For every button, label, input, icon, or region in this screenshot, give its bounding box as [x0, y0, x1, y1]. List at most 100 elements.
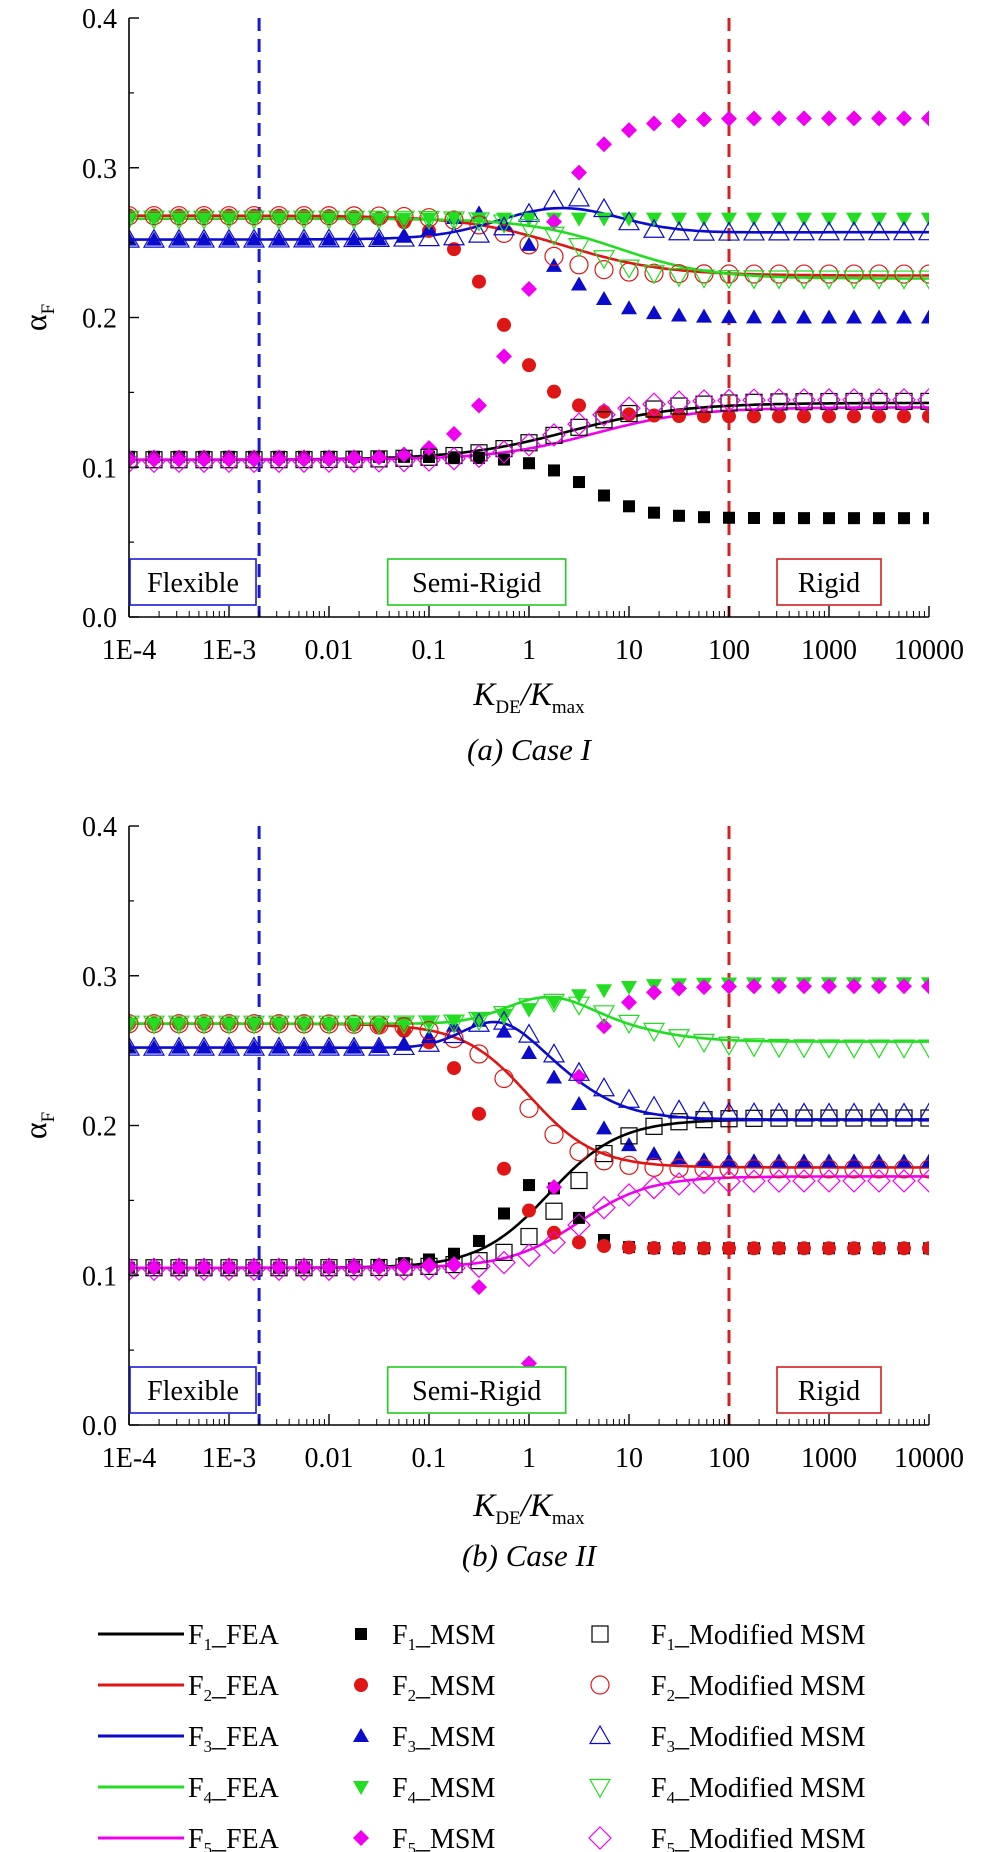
data-point	[421, 212, 437, 227]
data-point	[467, 1011, 491, 1032]
data-point	[129, 451, 138, 469]
data-point	[520, 434, 538, 452]
data-point	[869, 264, 889, 284]
x-tick-label: 0.01	[305, 1443, 354, 1474]
data-point	[548, 464, 560, 477]
data-point	[194, 206, 214, 226]
data-point	[571, 1068, 587, 1085]
data-point	[792, 1039, 816, 1059]
data-point	[242, 1257, 266, 1282]
data-point	[421, 440, 437, 457]
data-point	[546, 213, 562, 230]
data-point	[417, 1015, 441, 1035]
data-point	[594, 1151, 614, 1171]
data-point	[845, 392, 863, 411]
data-point	[169, 206, 189, 226]
data-point	[145, 451, 163, 469]
data-point	[245, 1259, 263, 1277]
data-point	[717, 1169, 741, 1194]
data-point	[544, 246, 564, 266]
data-point	[698, 511, 710, 524]
data-point	[371, 1259, 387, 1276]
data-point	[492, 1005, 516, 1026]
data-point	[767, 1038, 791, 1059]
data-point	[246, 1039, 262, 1054]
data-point	[142, 1015, 166, 1035]
data-point	[346, 231, 362, 246]
data-point	[396, 228, 412, 243]
data-point	[822, 1241, 836, 1256]
data-point	[129, 451, 137, 468]
data-point	[596, 1018, 612, 1035]
data-point	[794, 1159, 814, 1179]
data-point	[296, 1259, 312, 1276]
data-point	[920, 392, 929, 410]
series-F5_Modified-MSM	[129, 1169, 929, 1282]
data-point	[842, 1039, 866, 1059]
data-point	[167, 449, 191, 474]
data-point	[894, 264, 914, 284]
data-point	[217, 228, 241, 248]
legend-entry-label: F3_FEA	[188, 1722, 280, 1756]
data-point	[897, 409, 911, 424]
data-point	[921, 212, 929, 227]
semi-rigid-region-label: Semi-Rigid	[412, 1376, 541, 1407]
data-point	[471, 397, 487, 414]
x-axis-label: KDE/Kmax	[472, 677, 585, 718]
data-point	[492, 1010, 516, 1030]
data-point	[544, 1124, 564, 1145]
data-point	[217, 210, 241, 230]
data-point	[921, 978, 929, 995]
data-point	[492, 216, 516, 236]
data-point	[417, 1032, 441, 1052]
data-point	[771, 110, 787, 127]
data-point	[867, 388, 891, 412]
data-point	[871, 110, 887, 127]
data-point	[346, 1017, 362, 1032]
data-point	[772, 1241, 786, 1256]
y-tick-label: 0.3	[82, 962, 117, 993]
data-point	[867, 1039, 891, 1059]
data-point	[592, 250, 616, 270]
data-point	[892, 388, 916, 412]
data-point	[844, 264, 864, 284]
rigid-region-box	[776, 1366, 882, 1414]
data-point	[917, 388, 929, 412]
data-point	[320, 1259, 338, 1277]
data-point	[542, 423, 566, 447]
data-point	[495, 1243, 513, 1261]
y-axis-label: αF	[17, 304, 59, 331]
data-point	[817, 1169, 841, 1193]
data-point	[196, 212, 212, 227]
data-point	[142, 449, 166, 474]
data-point	[342, 449, 366, 473]
data-point	[692, 389, 716, 413]
data-point	[867, 1102, 891, 1122]
data-point	[220, 1259, 238, 1277]
data-point	[245, 451, 263, 469]
data-point	[771, 309, 787, 324]
data-point	[492, 1250, 516, 1275]
data-point	[645, 1117, 663, 1135]
data-point	[371, 1017, 387, 1032]
data-point	[467, 1012, 491, 1032]
data-point	[821, 212, 837, 227]
data-point	[598, 489, 610, 502]
data-point	[622, 407, 636, 422]
data-point	[919, 1159, 929, 1179]
data-point	[896, 212, 912, 227]
y-tick-label: 0.1	[82, 453, 117, 484]
data-point	[129, 1014, 139, 1034]
data-point	[742, 1169, 766, 1194]
data-point	[669, 1158, 689, 1178]
data-point	[294, 206, 314, 226]
data-point	[346, 1039, 362, 1054]
data-point	[720, 1110, 738, 1128]
data-point	[542, 993, 566, 1014]
data-point	[721, 110, 737, 127]
data-point	[892, 1102, 916, 1122]
data-point	[798, 512, 810, 525]
data-point	[192, 1036, 216, 1056]
x-tick-label: 10	[615, 1443, 643, 1474]
data-point	[847, 1241, 861, 1256]
